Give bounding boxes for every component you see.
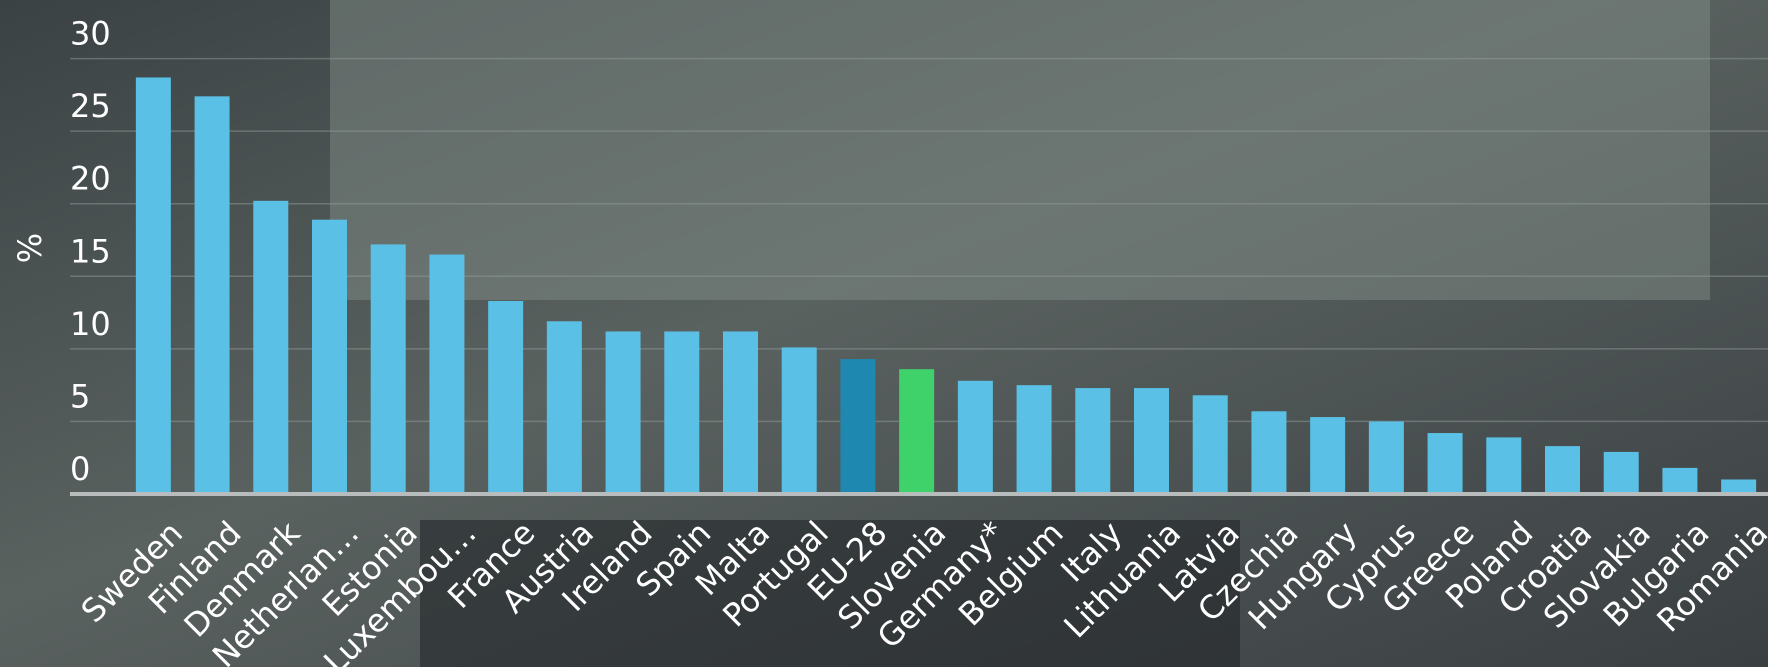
y-tick-label: 30	[70, 15, 111, 53]
bar	[782, 347, 817, 494]
bar	[1251, 411, 1286, 494]
bar	[1486, 437, 1521, 494]
y-tick-label: 10	[70, 305, 111, 343]
y-tick-label: 25	[70, 87, 111, 125]
bar	[1193, 395, 1228, 494]
y-tick-label: 15	[70, 232, 111, 270]
y-tick-label: 5	[70, 377, 90, 415]
bar	[488, 301, 523, 494]
bar	[664, 331, 699, 494]
y-tick-label: 20	[70, 160, 111, 198]
bar	[840, 359, 875, 494]
bar	[1428, 433, 1463, 494]
bar	[1545, 446, 1580, 494]
chart: % 051015202530SwedenFinlandDenmarkNether…	[0, 0, 1768, 667]
bar	[1075, 388, 1110, 494]
bar	[723, 331, 758, 494]
bar	[195, 96, 230, 494]
bar	[371, 244, 406, 494]
y-tick-label: 0	[70, 450, 90, 488]
bar	[1310, 417, 1345, 494]
bar	[606, 331, 641, 494]
bar	[253, 201, 288, 494]
bar	[429, 255, 464, 494]
bar	[1134, 388, 1169, 494]
bar	[547, 321, 582, 494]
bar	[1662, 468, 1697, 494]
bar	[1017, 385, 1052, 494]
bar	[1369, 421, 1404, 494]
y-axis-label: %	[11, 233, 49, 263]
bar	[312, 220, 347, 494]
bar	[958, 381, 993, 494]
bar	[136, 77, 171, 494]
bar	[1721, 479, 1756, 494]
bar	[1604, 452, 1639, 494]
bar	[899, 369, 934, 494]
page: % 051015202530SwedenFinlandDenmarkNether…	[0, 0, 1768, 667]
background-paper	[330, 0, 1710, 300]
